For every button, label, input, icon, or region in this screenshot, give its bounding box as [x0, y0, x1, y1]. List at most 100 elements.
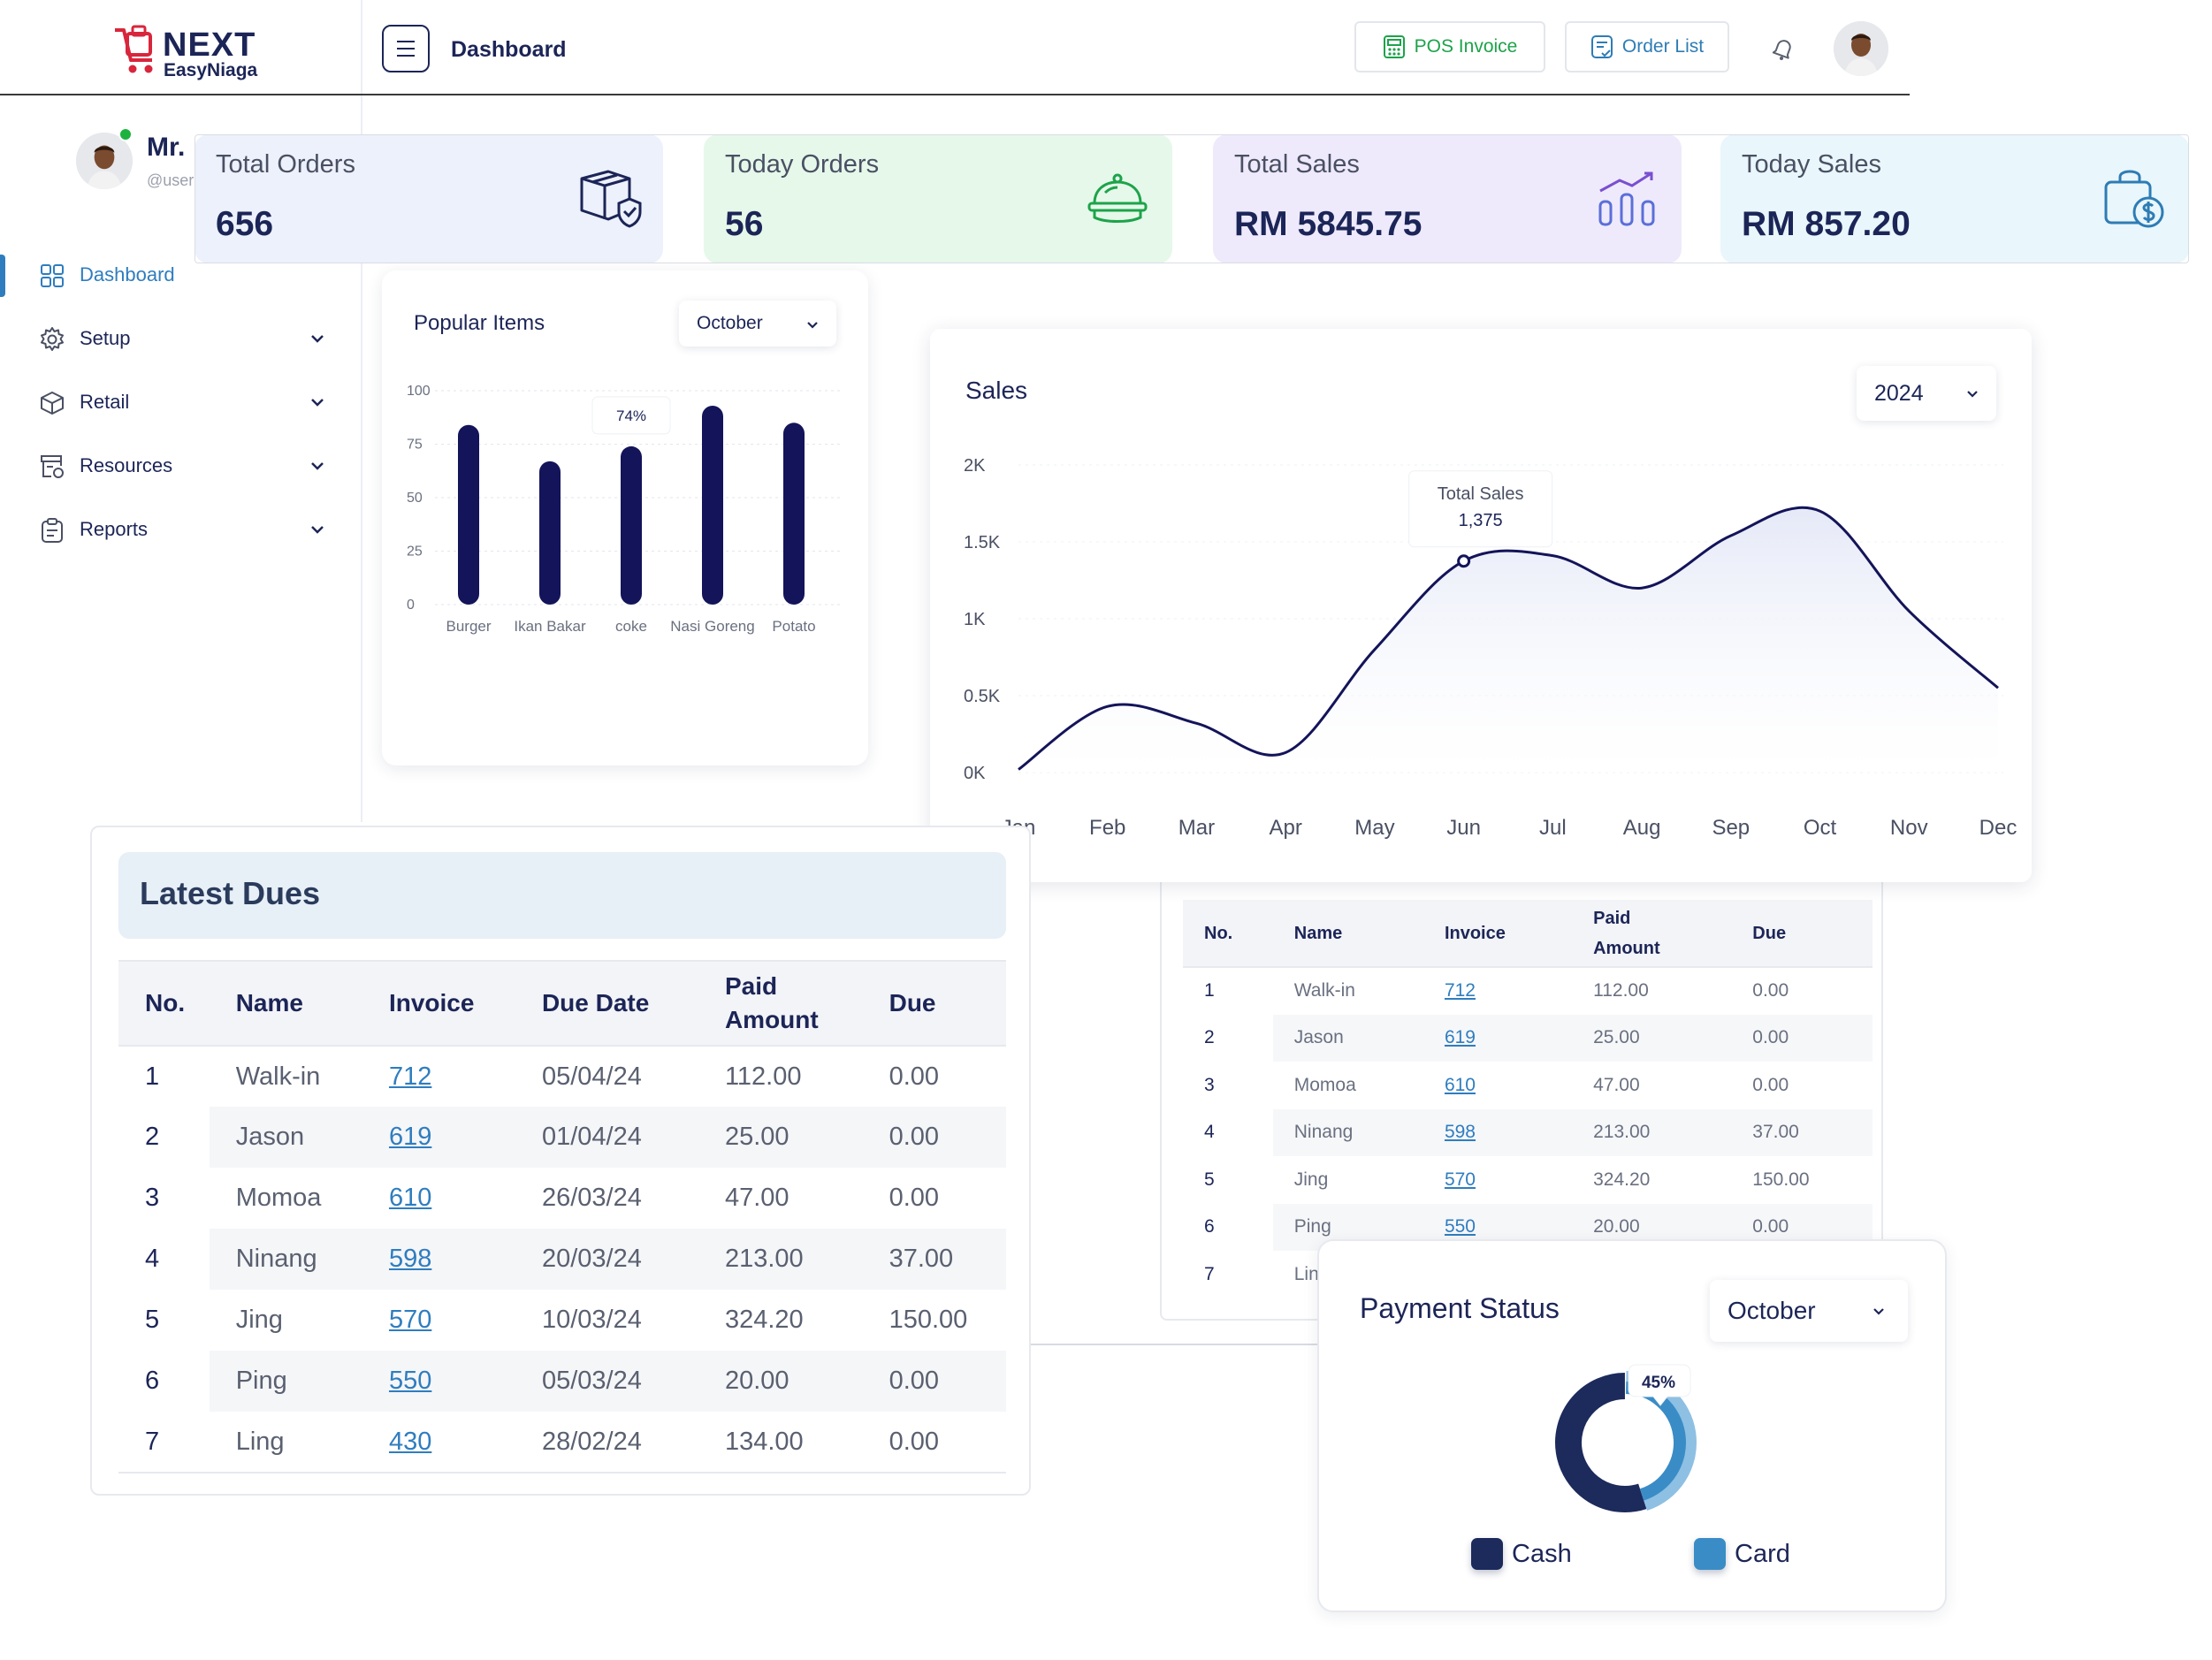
table-cell: Ninang — [209, 1229, 362, 1290]
popular-month-select[interactable]: October — [679, 301, 836, 346]
legend-swatch — [1471, 1538, 1503, 1570]
bar-burger[interactable] — [458, 424, 479, 605]
legend-item-cash: Cash — [1471, 1538, 1572, 1570]
user-avatar-icon — [1834, 21, 1888, 76]
y-tick-label: 0K — [964, 764, 986, 783]
sidebar-item-retail[interactable]: Retail — [0, 378, 336, 426]
column-header-no: No. — [118, 960, 210, 1047]
sidebar-item-reports[interactable]: Reports — [0, 506, 336, 553]
invoice-link[interactable]: 598 — [388, 1245, 432, 1273]
payment-status-title: Payment Status — [1360, 1292, 1560, 1324]
table-row: 6 Ping 550 05/03/24 20.00 0.00 — [118, 1351, 1006, 1412]
table-row: 1 Walk-in 712 112.00 0.00 — [1183, 967, 1873, 1015]
popular-items-card: Popular Items October 0 25 50 75 100 Burger I… — [382, 270, 868, 765]
invoice-link[interactable]: 598 — [1444, 1122, 1476, 1143]
invoice-link[interactable]: 550 — [388, 1367, 432, 1395]
x-tick-label: Feb — [1089, 816, 1125, 840]
y-tick-label: 75 — [407, 438, 423, 453]
invoice-link[interactable]: 430 — [388, 1427, 432, 1456]
brand-logo[interactable]: NEXT EasyNiaga — [113, 23, 263, 85]
table-cell: Walk-in — [235, 1062, 321, 1091]
table-cell: 324.20 — [1593, 1169, 1651, 1190]
invoice-link[interactable]: 619 — [1444, 1027, 1476, 1048]
table-row: 4 Ninang 598 20/03/24 213.00 37.00 — [118, 1229, 1006, 1290]
donut-slice-cash[interactable] — [1555, 1373, 1647, 1512]
dues-table-secondary: No. Name Invoice Paid Amount Due 1 Walk-in 712 1… — [1183, 900, 1873, 1298]
stat-card-total-orders: Total Orders 656 — [195, 134, 663, 263]
table-cell: 619 — [1423, 1014, 1573, 1062]
menu-toggle-button[interactable] — [382, 25, 430, 72]
invoice-link[interactable]: 610 — [1444, 1074, 1476, 1095]
chevron-down-icon — [807, 322, 818, 329]
chevron-down-icon — [311, 335, 324, 343]
table-cell: 4 — [1183, 1108, 1273, 1156]
chevron-down-icon — [311, 526, 324, 534]
bar-nasi-goreng[interactable] — [702, 405, 723, 605]
invoice-link[interactable]: 619 — [388, 1123, 432, 1151]
chevron-down-icon — [311, 462, 324, 470]
sidebar-item-label: Retail — [80, 391, 130, 413]
payment-month-select[interactable]: October — [1710, 1280, 1908, 1342]
stat-value: RM 5845.75 — [1234, 205, 1423, 243]
pos-invoice-label: POS Invoice — [1414, 36, 1518, 57]
bar-coke[interactable] — [621, 445, 642, 605]
sidebar-item-dashboard[interactable]: Dashboard — [0, 251, 336, 299]
table-cell: 0.00 — [889, 1184, 940, 1212]
user-handle: @user — [147, 171, 195, 189]
x-axis-ticks: Burger Ikan Bakar coke Nasi Goreng Potato — [446, 618, 815, 635]
column-header-due: Due — [1731, 900, 1873, 968]
invoice-link[interactable]: 570 — [388, 1306, 432, 1334]
sidebar-item-resources[interactable]: Resources — [0, 442, 336, 490]
x-tick-label: coke — [615, 618, 647, 635]
y-tick-label: 1.5K — [964, 533, 1001, 552]
bar-ikan-bakar[interactable] — [539, 461, 561, 605]
invoice-link[interactable]: 712 — [1444, 980, 1476, 1001]
pos-invoice-button[interactable]: POS Invoice — [1354, 21, 1545, 72]
invoice-link[interactable]: 570 — [1444, 1169, 1476, 1190]
table-cell: 0.00 — [889, 1062, 940, 1091]
table-cell: 1 — [145, 1062, 160, 1091]
invoice-link[interactable]: 712 — [388, 1062, 432, 1091]
table-cell: Ling — [209, 1412, 362, 1473]
stat-title: Today Sales — [1742, 150, 1881, 179]
tooltip-marker — [1457, 554, 1471, 568]
invoice-link[interactable]: 550 — [1444, 1216, 1476, 1237]
column-header-paid-amount: Paid Amount — [1572, 900, 1732, 968]
table-cell: 0.00 — [1731, 1014, 1873, 1062]
bell-icon[interactable] — [1768, 34, 1798, 64]
y-tick-label: 2K — [964, 456, 986, 476]
invoice-link[interactable]: 610 — [388, 1184, 432, 1212]
table-cell: Momoa — [1293, 1074, 1356, 1095]
table-row: 2 Jason 619 01/04/24 25.00 0.00 — [118, 1107, 1006, 1168]
popular-month-value: October — [697, 313, 763, 333]
table-cell: 6 — [1183, 1203, 1273, 1251]
x-tick-label: Ikan Bakar — [514, 618, 586, 635]
header-avatar[interactable] — [1834, 21, 1888, 76]
table-cell: Ninang — [1272, 1108, 1423, 1156]
dues-table: No. Name Invoice Due Date Paid Amount Due 1 Wal… — [118, 960, 1006, 1473]
table-row: 2 Jason 619 25.00 0.00 — [1183, 1014, 1873, 1062]
x-tick-label: May — [1354, 816, 1394, 840]
table-cell: 213.00 — [1572, 1108, 1732, 1156]
sidebar-item-label: Dashboard — [80, 263, 175, 286]
table-cell: 2 — [1183, 1014, 1273, 1062]
column-header-paid-amount: Paid Amount — [698, 960, 863, 1047]
table-cell: 5 — [1204, 1169, 1215, 1190]
table-cell: 37.00 — [862, 1229, 1006, 1290]
grid-icon — [41, 264, 64, 287]
table-cell: 712 — [1423, 967, 1572, 1015]
page-title: Dashboard — [451, 37, 567, 62]
stat-title: Total Sales — [1234, 150, 1360, 179]
table-cell: 112.00 — [1593, 980, 1649, 1001]
table-cell: 213.00 — [698, 1229, 863, 1290]
sidebar-avatar[interactable] — [76, 133, 133, 189]
bar-trend-icon — [1598, 171, 1655, 226]
package-check-icon — [580, 170, 642, 228]
sales-year-select[interactable]: 2024 — [1857, 366, 1996, 421]
order-list-button[interactable]: Order List — [1565, 21, 1729, 72]
sidebar-item-setup[interactable]: Setup — [0, 315, 336, 362]
donut-slice-card[interactable] — [1625, 1382, 1686, 1501]
bar-potato[interactable] — [783, 423, 805, 605]
table-cell: 619 — [362, 1107, 515, 1168]
